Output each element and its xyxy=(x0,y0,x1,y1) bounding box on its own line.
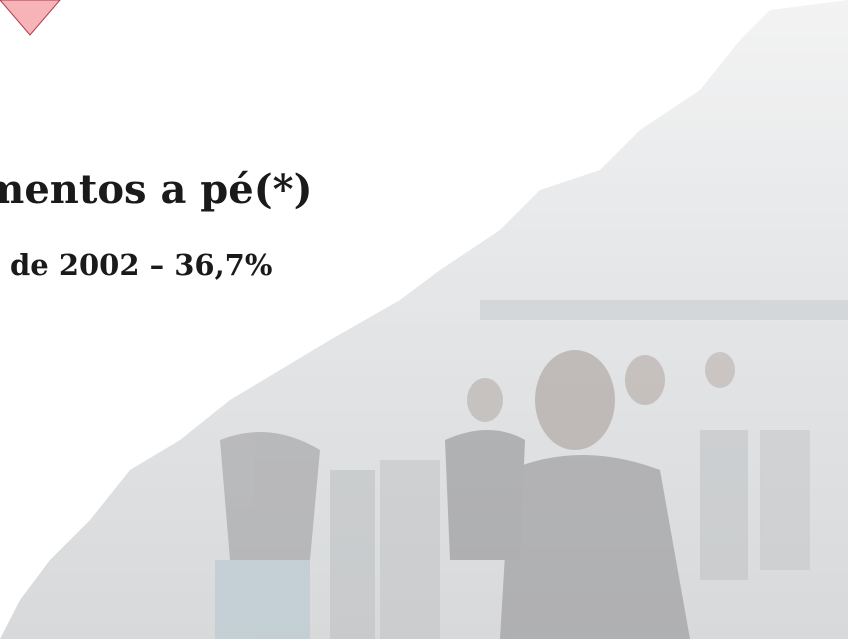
slide: mentos a pé(*) de 2002 – 36,7% xyxy=(0,0,848,639)
pink-marker xyxy=(0,0,60,35)
slide-title: mentos a pé(*) xyxy=(0,166,313,213)
slide-subtitle: de 2002 – 36,7% xyxy=(10,248,272,282)
page: mentos a pé(*) de 2002 – 36,7% (() => { … xyxy=(0,0,848,639)
